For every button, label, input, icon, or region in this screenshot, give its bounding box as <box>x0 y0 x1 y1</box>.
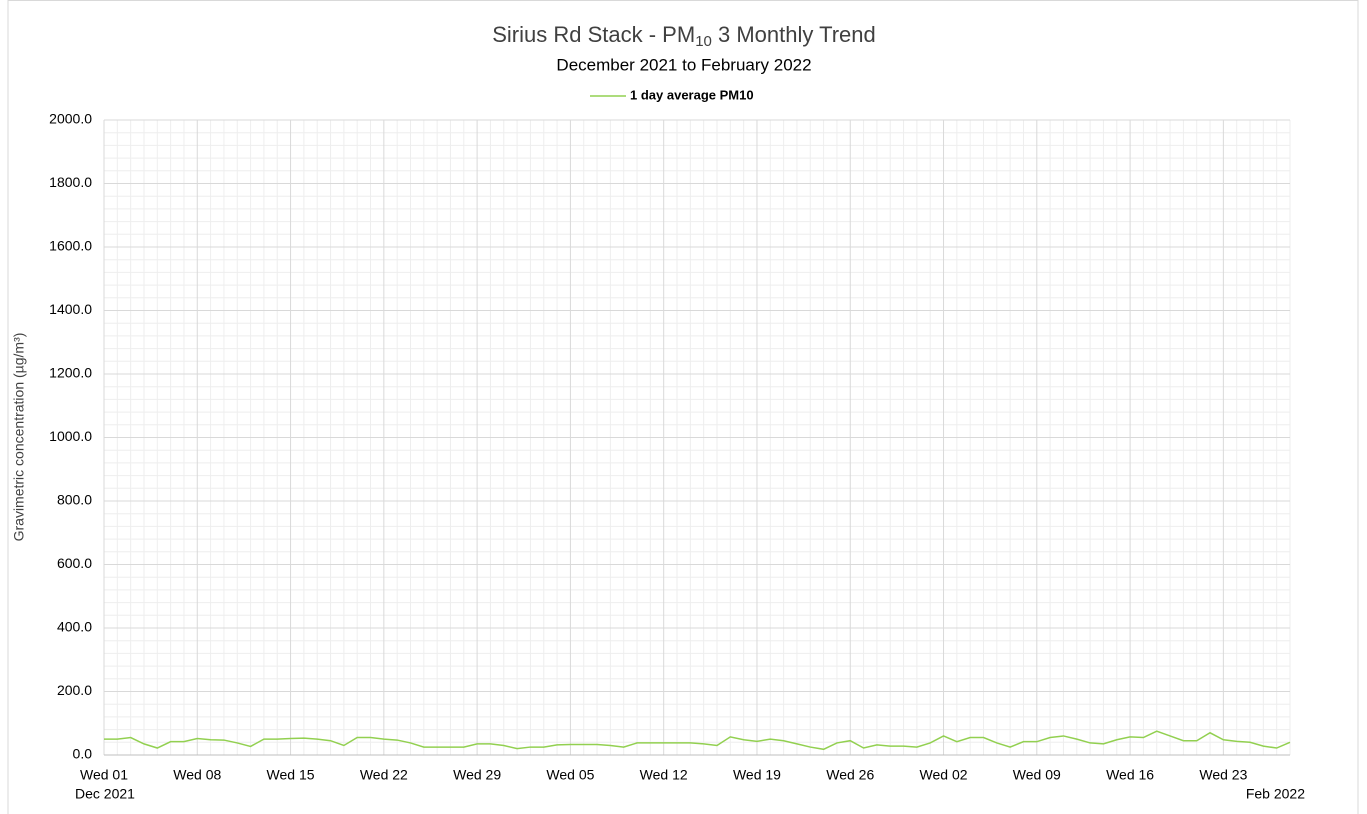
data-line <box>104 730 1291 751</box>
y-tick-label: 400.0 <box>57 619 92 635</box>
x-tick-label: Wed 15 <box>267 767 315 783</box>
chart-border <box>7 0 1359 814</box>
period-start: Dec 2021 <box>75 786 135 802</box>
chart-subtitle: December 2021 to February 2022 <box>556 55 811 74</box>
title-part: 3 Monthly Trend <box>712 22 876 47</box>
x-tick-label: Wed 01 <box>80 767 128 783</box>
title-part: Sirius Rd Stack - PM <box>492 22 695 47</box>
y-tick-label: 2000.0 <box>49 111 92 127</box>
y-tick-label: 1400.0 <box>49 301 92 317</box>
x-tick-label: Wed 09 <box>1013 767 1061 783</box>
x-tick-label: Wed 26 <box>826 767 874 783</box>
y-tick-label: 800.0 <box>57 492 92 508</box>
legend-label: 1 day average PM10 <box>630 87 754 102</box>
x-tick-label: Wed 19 <box>733 767 781 783</box>
x-tick-label: Wed 23 <box>1199 767 1247 783</box>
title-subscript: 10 <box>695 33 712 50</box>
y-tick-label: 600.0 <box>57 555 92 571</box>
x-tick-label: Wed 16 <box>1106 767 1154 783</box>
x-tick-label: Wed 22 <box>360 767 408 783</box>
y-tick-label: 1200.0 <box>49 365 92 381</box>
y-tick-label: 1000.0 <box>49 428 92 444</box>
y-tick-label: 0.0 <box>73 746 93 762</box>
x-tick-label: Wed 02 <box>920 767 968 783</box>
y-axis-label: Gravimetric concentration (µg/m³) <box>11 333 27 542</box>
chart-title: Sirius Rd Stack - PM10 3 Monthly Trend <box>492 22 876 50</box>
y-tick-label: 1800.0 <box>49 174 92 190</box>
x-tick-label: Wed 08 <box>173 767 221 783</box>
y-tick-label: 200.0 <box>57 682 92 698</box>
x-tick-label: Wed 05 <box>546 767 594 783</box>
x-tick-label: Wed 12 <box>640 767 688 783</box>
y-tick-label: 1600.0 <box>49 238 92 254</box>
period-end: Feb 2022 <box>1246 786 1305 802</box>
x-tick-label: Wed 29 <box>453 767 501 783</box>
